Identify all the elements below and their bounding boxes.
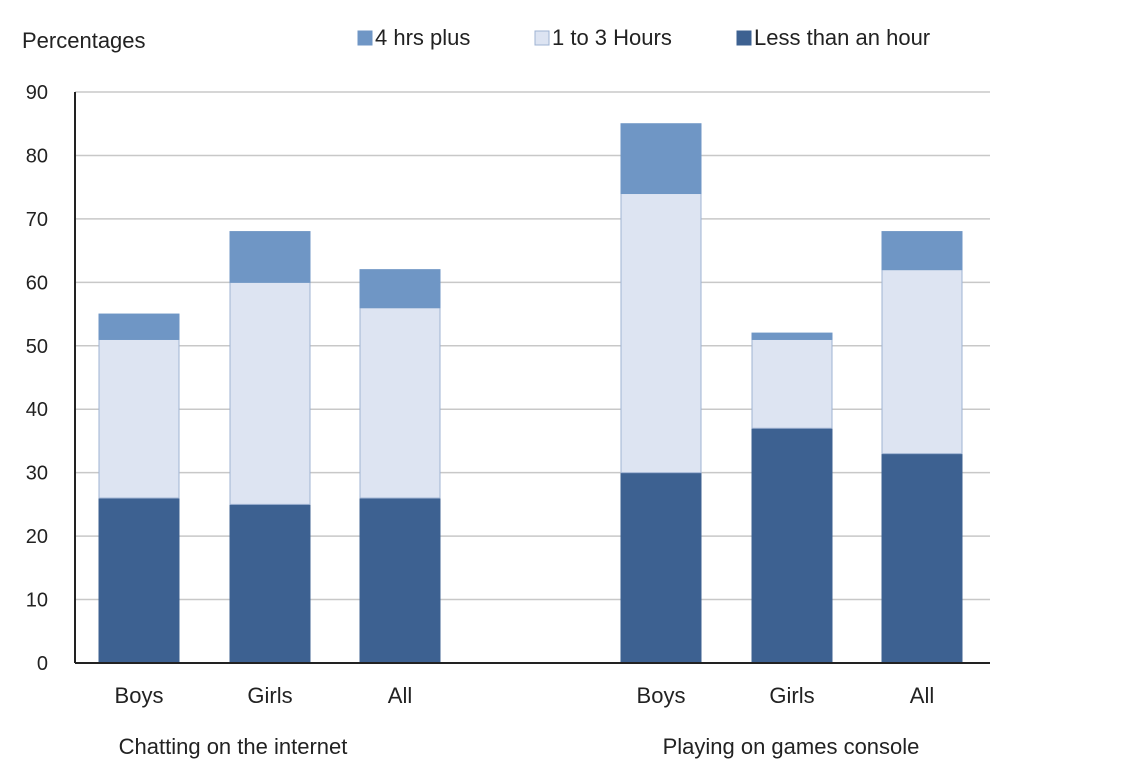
x-tick-label: Girls xyxy=(247,683,292,708)
y-tick-label: 90 xyxy=(26,82,48,104)
bar-segment-4-hrs-plus xyxy=(751,332,833,340)
legend-label: 4 hrs plus xyxy=(375,25,470,50)
bar-segment-less-than-an-hour xyxy=(751,427,833,664)
bar-segment-4-hrs-plus xyxy=(359,269,441,309)
legend-swatch xyxy=(534,30,550,46)
y-tick-label: 20 xyxy=(26,526,48,548)
x-tick-label: All xyxy=(910,683,934,708)
bar-segment-less-than-an-hour xyxy=(881,453,963,664)
legend-swatch xyxy=(736,30,752,46)
bar-segment-1-to-3-hours xyxy=(881,269,963,455)
bar-segment-4-hrs-plus xyxy=(881,231,963,271)
bar-segment-less-than-an-hour xyxy=(359,497,441,664)
y-tick-labels: 0 10 20 30 40 50 60 70 80 90 xyxy=(26,82,48,675)
x-tick-label: Boys xyxy=(115,683,164,708)
y-tick-label: 10 xyxy=(26,590,48,612)
legend-label: 1 to 3 Hours xyxy=(552,25,672,50)
group-label: Playing on games console xyxy=(663,734,920,759)
bar-segment-1-to-3-hours xyxy=(98,338,180,499)
x-tick-label: Girls xyxy=(769,683,814,708)
y-tick-label: 0 xyxy=(37,653,48,675)
legend-label: Less than an hour xyxy=(754,25,930,50)
y-axis-title: Percentages xyxy=(22,28,146,53)
x-tick-labels: Boys Girls All Boys Girls All xyxy=(115,683,935,708)
bar-segment-4-hrs-plus xyxy=(98,313,180,340)
y-tick-label: 50 xyxy=(26,336,48,358)
y-tick-label: 80 xyxy=(26,145,48,167)
gridlines xyxy=(75,91,990,601)
legend-swatch xyxy=(357,30,373,46)
y-tick-label: 60 xyxy=(26,272,48,294)
bar-segment-1-to-3-hours xyxy=(620,193,702,474)
x-tick-label: Boys xyxy=(637,683,686,708)
y-tick-label: 40 xyxy=(26,399,48,421)
bar-segment-less-than-an-hour xyxy=(98,497,180,664)
group-labels: Chatting on the internet Playing on games… xyxy=(119,734,920,759)
bar-segment-4-hrs-plus xyxy=(229,231,311,283)
bars xyxy=(98,123,963,664)
bar-segment-less-than-an-hour xyxy=(229,503,311,664)
axes xyxy=(74,92,990,664)
x-tick-label: All xyxy=(388,683,412,708)
bar-segment-1-to-3-hours xyxy=(751,338,833,429)
legend: 4 hrs plus 1 to 3 Hours Less than an hour xyxy=(357,25,930,50)
bar-segment-4-hrs-plus xyxy=(620,123,702,195)
y-tick-label: 30 xyxy=(26,463,48,485)
bar-segment-less-than-an-hour xyxy=(620,472,702,664)
group-label: Chatting on the internet xyxy=(119,734,348,759)
bar-segment-1-to-3-hours xyxy=(229,281,311,505)
y-tick-label: 70 xyxy=(26,209,48,231)
bar-segment-1-to-3-hours xyxy=(359,307,441,499)
